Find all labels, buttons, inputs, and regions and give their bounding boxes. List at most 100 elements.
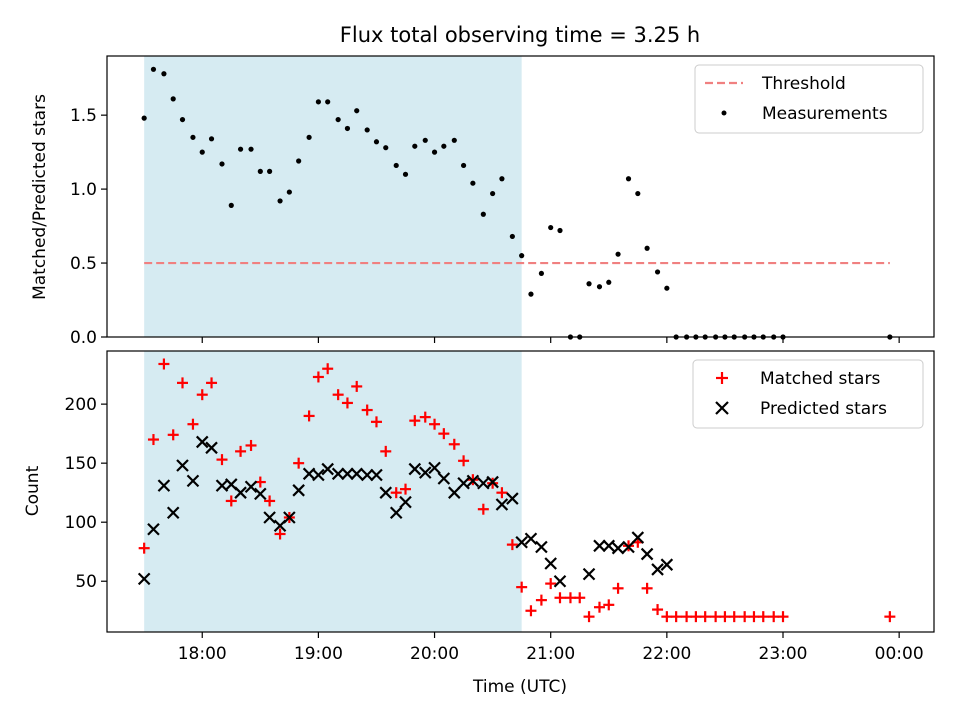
matched-star-point (545, 578, 557, 590)
predicted-star-point (593, 539, 606, 553)
predicted-star-point (611, 541, 625, 555)
predicted-star-point (283, 511, 296, 524)
matched-star-point (554, 592, 566, 604)
matched-star-point (728, 611, 740, 623)
matched-star-point (681, 611, 693, 623)
measurement-point (335, 116, 341, 123)
measurement-point (228, 202, 234, 208)
measurement-point (664, 285, 670, 291)
predicted-star-point (370, 468, 383, 482)
measurement-point (141, 115, 147, 121)
matched-star-point (661, 611, 673, 623)
bottom-y-tick-label: 50 (75, 572, 97, 592)
matched-star-point (777, 611, 789, 623)
measurement-point (460, 162, 467, 169)
x-tick-label: 23:00 (759, 644, 808, 664)
matched-star-point (739, 611, 751, 623)
measurement-point (654, 269, 661, 275)
x-tick-label: 22:00 (642, 644, 691, 664)
top-legend: Threshold Measurements (694, 64, 924, 134)
predicted-star-point (350, 467, 364, 481)
measurement-point (615, 251, 621, 257)
matched-star-point (525, 605, 537, 617)
predicted-star-point (524, 532, 538, 546)
top-y-axis-label: Matched/Predicted stars (30, 94, 50, 300)
measurement-point (267, 168, 273, 174)
top-y-tick-label: 0.0 (70, 328, 97, 348)
matched-star-point (361, 404, 373, 416)
matched-star-point (264, 495, 276, 507)
matched-star-point (245, 439, 257, 451)
top-y-axis: 0.0 0.5 1.0 1.5 (70, 106, 107, 348)
matched-star-point (312, 371, 324, 383)
matched-star-point (652, 604, 664, 616)
figure-title: Flux total observing time = 3.25 h (340, 23, 700, 47)
matched-star-point (303, 410, 315, 422)
predicted-star-point (360, 468, 374, 482)
measurement-point (248, 146, 254, 152)
measurement-point (586, 281, 592, 287)
measurement-point (402, 171, 409, 177)
predicted-star-point (651, 563, 664, 576)
top-y-tick-label: 0.5 (70, 254, 97, 274)
matched-star-point (158, 358, 170, 370)
predicted-star-point (486, 475, 499, 489)
x-axis-label: Time (UTC) (472, 677, 567, 697)
matched-star-point (322, 363, 334, 375)
predicted-star-point (448, 486, 461, 499)
predicted-star-point (582, 567, 596, 581)
predicted-star-point (602, 539, 616, 553)
matched-star-point (176, 377, 188, 389)
matched-star-point (535, 594, 547, 606)
top-y-tick-label: 1.0 (70, 180, 97, 200)
matched-star-point (884, 611, 896, 623)
measurement-point (325, 99, 331, 105)
matched-star-point (438, 428, 450, 440)
measurement-point (441, 143, 447, 149)
measurement-point (315, 99, 321, 105)
predicted-star-point (515, 535, 528, 549)
matched-star-point (380, 445, 392, 457)
predicted-star-point (292, 484, 305, 497)
matched-star-point (583, 611, 595, 623)
predicted-star-point (379, 486, 393, 499)
measurement-point (499, 176, 505, 182)
predicted-star-point (437, 472, 451, 485)
matched-star-point (206, 377, 218, 389)
top-y-tick-label: 1.5 (70, 106, 97, 126)
predicted-star-point (466, 474, 480, 488)
x-tick-label: 19:00 (294, 644, 343, 664)
matched-star-point (710, 611, 722, 623)
measurement-point (606, 279, 612, 285)
bottom-points (137, 358, 896, 623)
predicted-star-point (157, 479, 171, 492)
predicted-star-point (553, 574, 567, 588)
matched-star-point (458, 455, 470, 467)
measurement-point (635, 190, 641, 197)
bottom-y-tick-label: 100 (65, 513, 97, 533)
matched-star-point (670, 611, 682, 623)
matched-star-point (400, 483, 412, 495)
bottom-legend: Matched stars Predicted stars (692, 359, 924, 429)
predicted-star-point (263, 511, 276, 524)
matched-star-point (574, 592, 586, 604)
measurement-point (509, 233, 515, 240)
measurement-point (451, 137, 457, 143)
bottom-plot-frame (106, 350, 935, 633)
matched-star-point (370, 416, 382, 428)
matched-star-point (429, 418, 441, 430)
matched-star-point (225, 495, 237, 507)
matched-star-point (409, 415, 421, 427)
measurement-point (190, 134, 196, 140)
legend-matched-swatch (716, 372, 728, 384)
top-shaded-span (144, 56, 522, 337)
matched-star-point (768, 611, 780, 623)
matched-star-point (138, 542, 150, 554)
legend-threshold-label: Threshold (761, 74, 846, 94)
predicted-star-point (428, 461, 441, 475)
predicted-star-point (408, 462, 422, 476)
matched-star-point (448, 438, 460, 450)
measurement-point (480, 211, 486, 217)
predicted-star-point (195, 435, 209, 449)
matched-star-point (147, 434, 159, 446)
